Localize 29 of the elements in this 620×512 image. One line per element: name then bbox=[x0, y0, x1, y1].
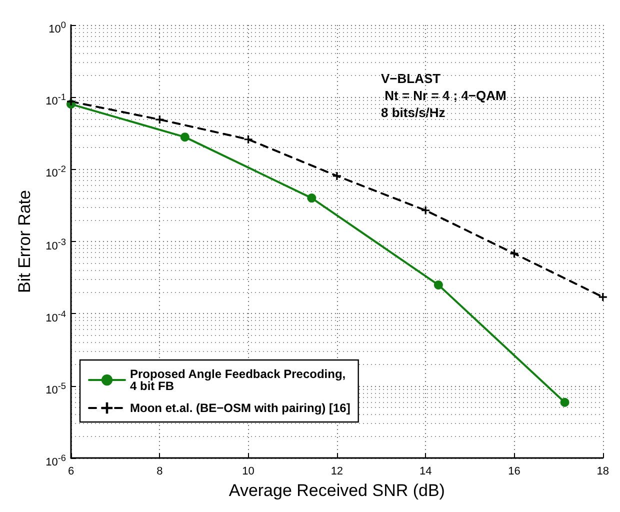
point bbox=[598, 293, 607, 302]
x-axis-title: Average Received SNR (dB) bbox=[228, 481, 445, 500]
legend-label: Proposed Angle Feedback Precoding, 4 bit FB bbox=[130, 367, 346, 393]
y-tick-label: 10$^{-4}$ bbox=[46, 308, 66, 324]
y-tick-label: 10$^{0}$ bbox=[48, 19, 66, 36]
point bbox=[307, 194, 316, 203]
point bbox=[422, 206, 430, 214]
x-tick-label: 10 bbox=[242, 466, 254, 478]
point bbox=[560, 398, 570, 407]
point bbox=[510, 250, 518, 258]
point bbox=[332, 172, 341, 180]
y-tick-label: 10$^{-3}$ bbox=[46, 236, 66, 252]
point bbox=[156, 116, 164, 124]
y-axis-title: Bit Error Rate bbox=[15, 190, 34, 293]
x-tick-label: 16 bbox=[508, 466, 520, 478]
x-tick-label: 14 bbox=[419, 466, 432, 478]
point bbox=[180, 132, 190, 142]
y-tick-label: 10$^{-6}$ bbox=[46, 452, 66, 469]
y-tick-label: 10$^{-5}$ bbox=[46, 380, 66, 396]
x-tick-label: 6 bbox=[68, 466, 74, 478]
x-tick-label: 8 bbox=[156, 466, 163, 478]
point bbox=[244, 135, 252, 144]
legend-label: Moon et.al. (BE−OSM with pairing) [16] bbox=[130, 401, 350, 415]
x-tick-label: 18 bbox=[596, 466, 610, 478]
point bbox=[434, 280, 443, 290]
x-tick-label: 12 bbox=[330, 466, 344, 478]
point bbox=[67, 98, 75, 106]
y-tick-label: 10$^{-2}$ bbox=[46, 163, 66, 180]
y-tick-label: 10$^{-1}$ bbox=[46, 91, 66, 108]
